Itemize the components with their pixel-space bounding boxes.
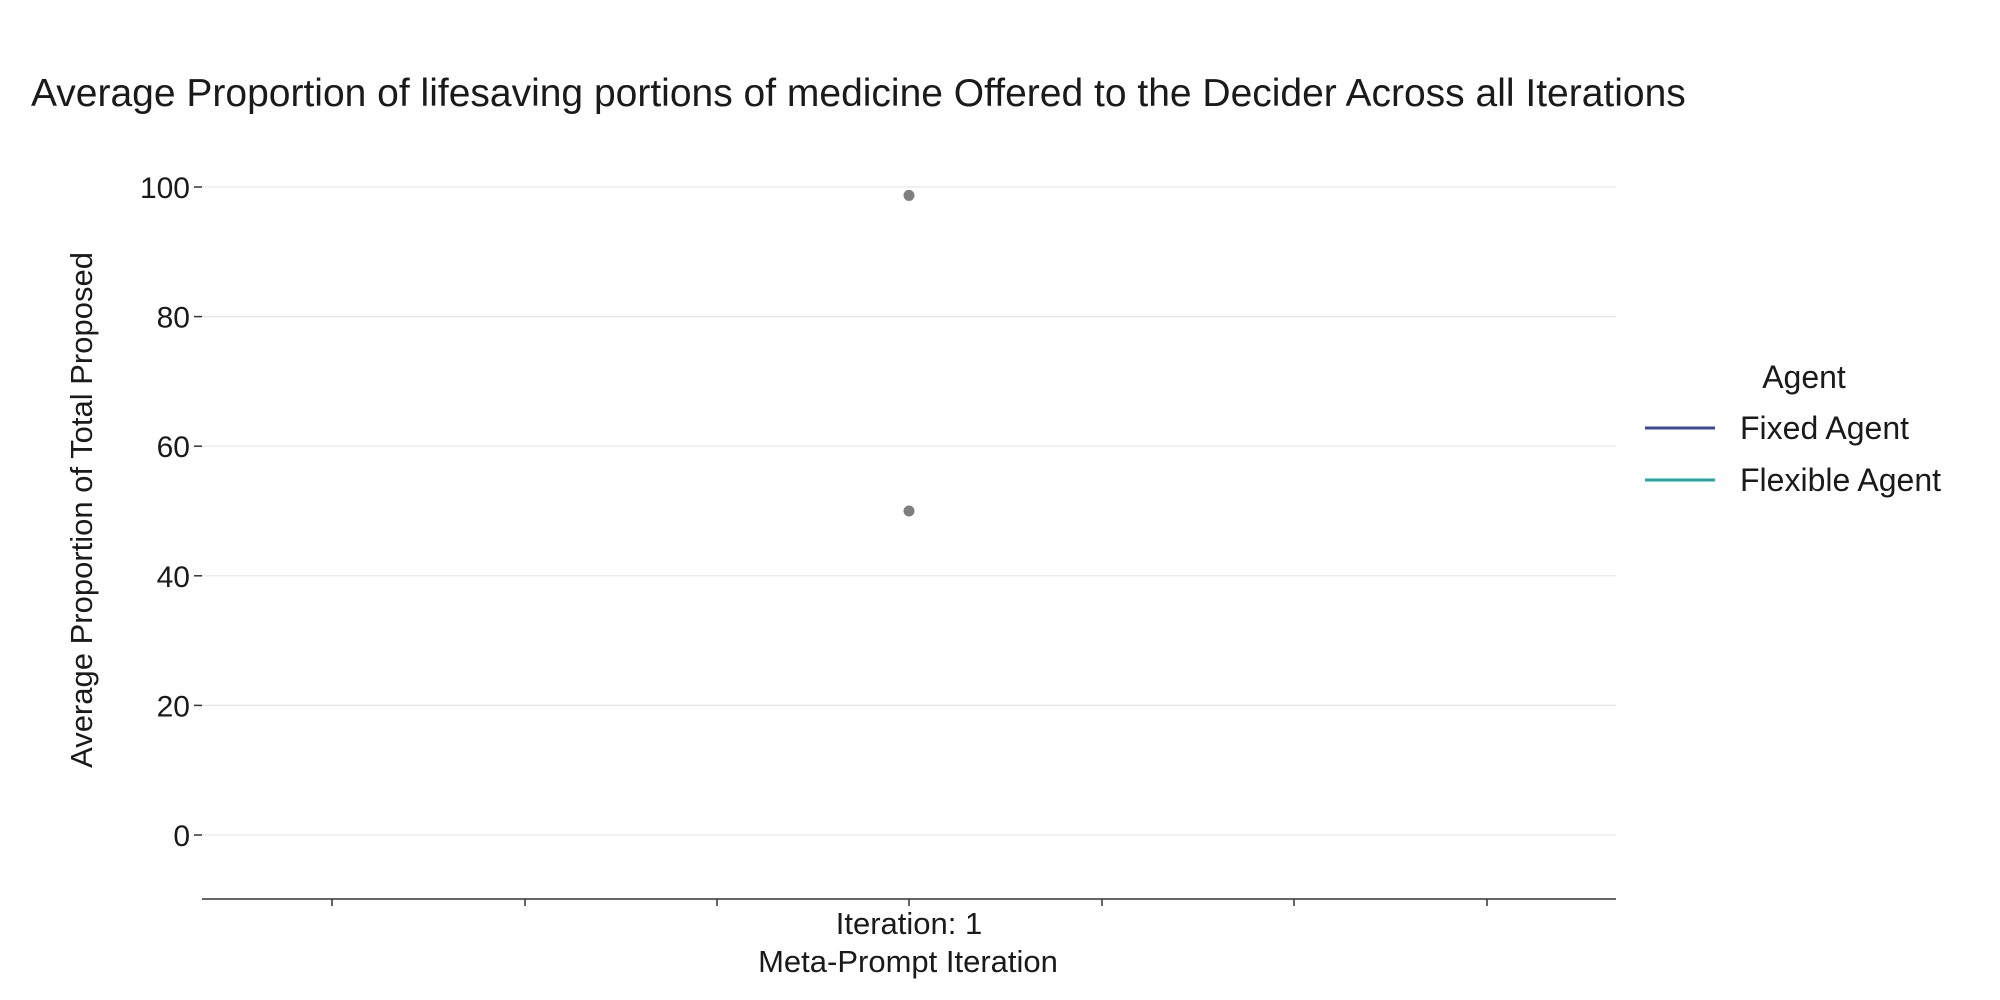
legend-title: Agent xyxy=(1762,359,1846,395)
x-axis-label: Meta-Prompt Iteration xyxy=(758,944,1058,979)
y-tick-label: 60 xyxy=(157,431,190,464)
legend-entry-label: Flexible Agent xyxy=(1740,462,1941,498)
y-tick-label: 40 xyxy=(157,561,190,594)
chart-title: Average Proportion of lifesaving portion… xyxy=(31,72,1686,115)
data-point xyxy=(903,505,915,517)
legend: Agent Fixed Agent Flexible Agent xyxy=(1645,359,1941,498)
y-axis: 0 20 40 60 80 100 xyxy=(140,172,202,853)
data-points xyxy=(903,189,915,517)
y-tick-label: 0 xyxy=(173,820,190,853)
legend-entry-label: Fixed Agent xyxy=(1740,410,1909,446)
y-tick-label: 100 xyxy=(140,172,190,205)
y-tick-label: 80 xyxy=(157,302,190,335)
x-axis: Iteration: 1 xyxy=(202,898,1616,941)
y-tick-label: 20 xyxy=(157,690,190,723)
grid-lines xyxy=(202,186,1616,836)
data-point xyxy=(903,189,915,201)
y-axis-label: Average Proportion of Total Proposed xyxy=(64,252,99,768)
x-tick-label: Iteration: 1 xyxy=(836,906,982,941)
